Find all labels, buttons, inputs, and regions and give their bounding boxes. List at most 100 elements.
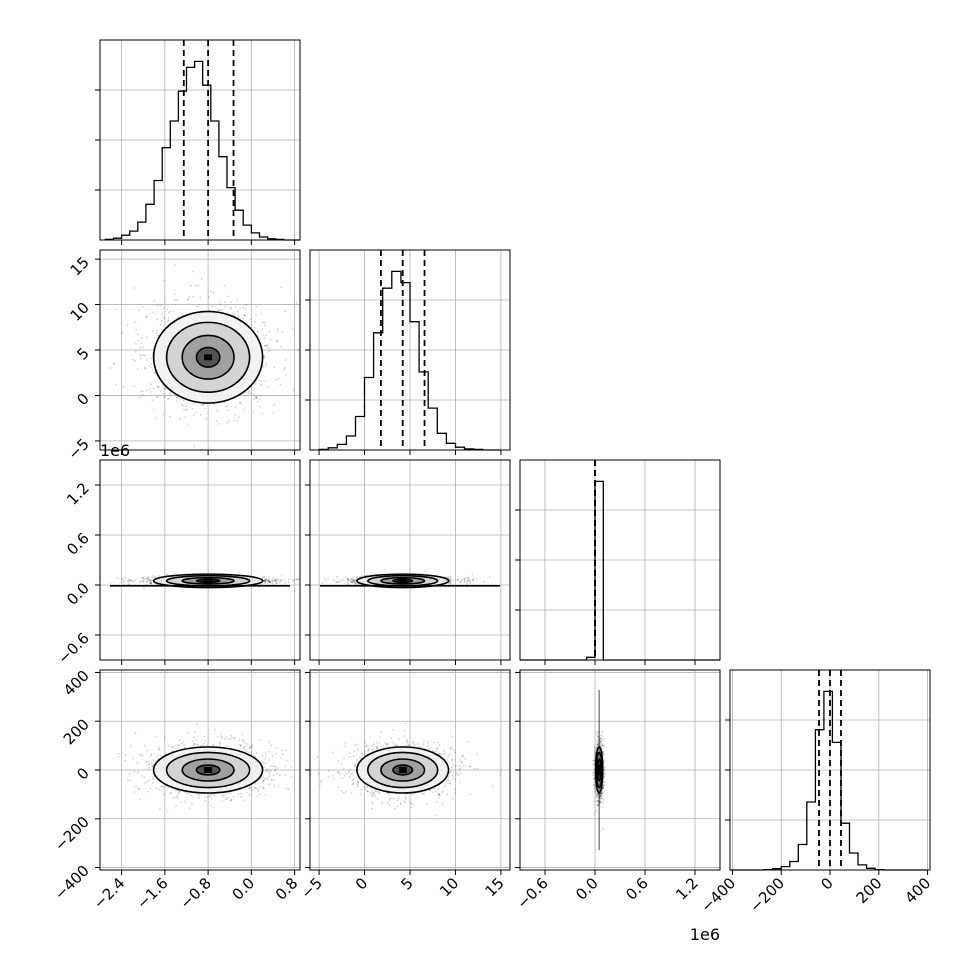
scatter-point	[195, 411, 198, 414]
scatter-point	[124, 576, 127, 579]
scatter-point	[204, 799, 207, 802]
scatter-point	[265, 333, 268, 336]
scatter-point	[338, 773, 341, 775]
scatter-point	[437, 793, 440, 796]
scatter-point	[144, 744, 146, 747]
scatter-point	[141, 390, 144, 393]
scatter-point	[136, 368, 139, 370]
scatter-point	[483, 581, 485, 583]
scatter-point	[445, 576, 448, 578]
scatter-point	[128, 583, 131, 585]
scatter-point	[256, 330, 259, 333]
scatter-point	[218, 741, 221, 744]
scatter-point	[371, 744, 374, 747]
scatter-point	[182, 399, 185, 402]
scatter-point	[236, 311, 239, 313]
scatter-point	[184, 405, 187, 408]
scatter-point	[283, 765, 286, 767]
scatter-point	[244, 314, 246, 317]
scatter-point	[142, 581, 144, 583]
scatter-point	[366, 786, 369, 789]
scatter-point	[469, 579, 472, 582]
scatter-point	[365, 745, 368, 748]
scatter-point	[192, 295, 195, 298]
scatter-point	[135, 329, 138, 332]
scatter-point	[158, 575, 161, 577]
scatter-point	[274, 765, 276, 768]
scatter-point	[234, 406, 237, 408]
scatter-point	[223, 285, 226, 287]
scatter-point	[153, 299, 156, 302]
scatter-point	[257, 790, 260, 793]
scatter-point	[178, 790, 181, 793]
scatter-point	[223, 738, 226, 740]
scatter-point	[277, 377, 280, 380]
scatter-point	[268, 772, 271, 775]
scatter-point	[336, 575, 338, 578]
scatter-point	[140, 342, 143, 344]
scatter-point	[264, 379, 267, 382]
scatter-point	[227, 738, 230, 741]
scatter-point	[242, 317, 244, 320]
scatter-point	[296, 579, 299, 582]
scatter-point	[152, 759, 155, 761]
scatter-point	[243, 741, 246, 744]
scatter-point	[247, 391, 250, 394]
scatter-point	[466, 578, 469, 580]
scatter-point	[224, 301, 227, 303]
scatter-point	[456, 579, 458, 581]
panel-3-1: −5 0 5 10 15	[298, 669, 511, 902]
scatter-point	[193, 445, 195, 448]
scatter-point	[297, 348, 299, 351]
scatter-point	[157, 386, 160, 388]
scatter-point	[145, 780, 148, 783]
scatter-point	[456, 578, 459, 581]
scatter-point	[459, 580, 462, 583]
scatter-point	[248, 793, 251, 796]
scatter-point	[266, 768, 269, 771]
tick-label-x: 0.8	[272, 874, 302, 904]
scatter-point	[328, 770, 330, 772]
scatter-point	[280, 579, 282, 581]
scatter-point	[161, 312, 164, 315]
scatter-point	[152, 408, 155, 411]
scatter-point	[141, 336, 144, 339]
scatter-point	[380, 730, 383, 733]
scatter-point	[274, 378, 277, 381]
scatter-point	[123, 583, 126, 586]
scatter-point	[203, 743, 206, 745]
scatter-point	[263, 579, 266, 582]
scatter-point	[344, 576, 347, 579]
scatter-point	[148, 766, 151, 769]
scatter-point	[176, 316, 179, 318]
scatter-point	[271, 577, 274, 579]
scatter-point	[152, 387, 155, 390]
scatter-point	[153, 778, 156, 781]
scatter-point	[163, 387, 166, 390]
scatter-point	[352, 580, 355, 582]
scatter-point	[435, 747, 438, 750]
scatter-point	[248, 390, 250, 393]
scatter-point	[177, 797, 180, 799]
scatter-point	[349, 773, 352, 776]
scatter-point	[255, 395, 258, 397]
scatter-point	[156, 318, 159, 320]
scatter-point	[225, 736, 228, 738]
scatter-point	[122, 581, 125, 583]
tick-label-y: 10	[67, 299, 93, 325]
scatter-point	[281, 753, 284, 755]
scatter-point	[287, 578, 290, 581]
scatter-point	[273, 785, 275, 788]
scatter-point	[188, 296, 190, 298]
scatter-point	[411, 793, 413, 796]
scatter-point	[263, 324, 266, 327]
scatter-point	[155, 396, 158, 398]
scatter-point	[109, 582, 112, 585]
scatter-point	[351, 581, 354, 584]
scatter-point	[153, 372, 156, 374]
scatter-point	[210, 804, 213, 807]
scatter-point	[406, 744, 408, 747]
scatter-point	[472, 578, 474, 581]
scatter-point	[238, 744, 241, 746]
